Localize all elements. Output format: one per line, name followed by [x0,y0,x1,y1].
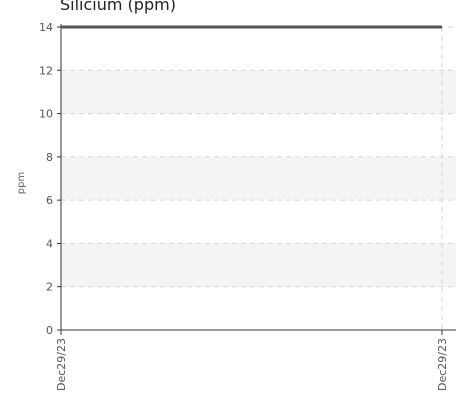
background-band [61,243,456,287]
y-tick-label: 2 [46,281,53,294]
y-tick-label: 8 [46,151,53,164]
x-tick-labels: Dec29/23 Dec29/23 [55,338,449,391]
background-band [61,70,456,114]
axes [57,24,456,335]
y-tick-label: 14 [39,21,53,34]
y-axis-label: ppm [16,172,27,194]
y-tick-labels: 0 2 4 6 8 10 12 14 [39,21,53,337]
chart-title: Silicium (ppm) [60,0,176,14]
y-tick-label: 0 [46,324,53,337]
x-tick-label: Dec29/23 [436,338,449,391]
y-tick-label: 6 [46,194,53,207]
y-tick-label: 10 [39,108,53,121]
x-tick-label: Dec29/23 [55,338,68,391]
y-tick-label: 4 [46,237,53,250]
background-bands [61,70,456,287]
y-tick-label: 12 [39,64,53,77]
background-band [61,156,456,201]
